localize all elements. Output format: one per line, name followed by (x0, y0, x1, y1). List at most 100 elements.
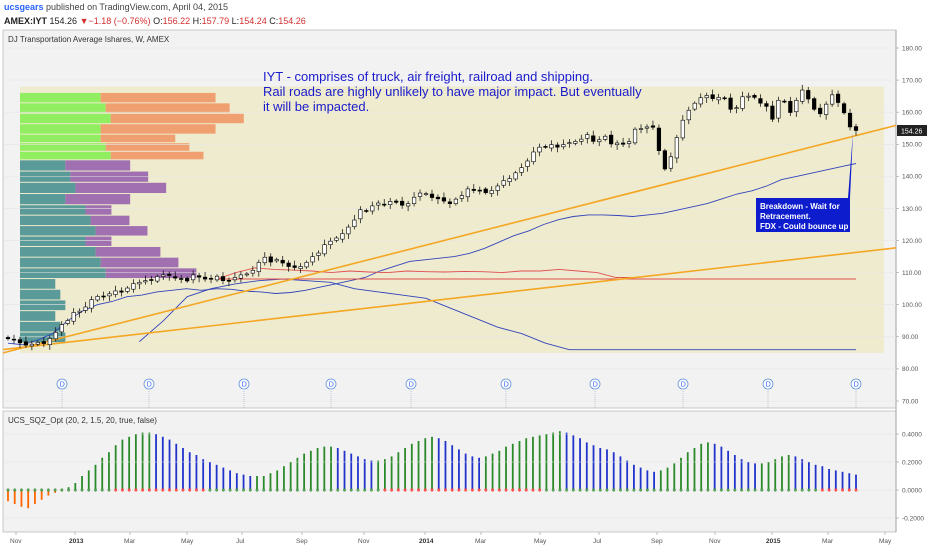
volume-profile-bar (20, 134, 101, 143)
candle-body (77, 310, 82, 313)
candle-body (232, 277, 238, 281)
candle-body (447, 201, 453, 204)
squeeze-axis: 0.4000 0.2000 0.0000 -0.2000 (3, 431, 924, 522)
candle-body (847, 112, 853, 128)
candle-body (543, 146, 548, 148)
price-tick-label: 70.00 (902, 398, 919, 405)
dividend-icon (762, 378, 774, 390)
candle-body (155, 276, 160, 282)
candle-body (376, 202, 381, 206)
volume-profile-bar (20, 124, 101, 134)
volume-profile-bar (20, 143, 106, 151)
time-axis: Nov 2013 Mar May Jul Sep Nov 2014 Mar May Jul Sep No… (10, 532, 892, 545)
volume-profile-bar (70, 171, 149, 182)
indicator-pane[interactable] (2, 410, 897, 533)
candle-body (429, 193, 435, 198)
volume-profile-bar (65, 160, 131, 171)
candle-body (812, 98, 817, 110)
volume-profile-bar (20, 289, 61, 300)
annotation-line-3: it will be impacted. (263, 99, 369, 114)
candle-body (5, 337, 11, 340)
open-label: O: (153, 16, 163, 26)
candle-body (471, 188, 476, 191)
dividend-icon (589, 378, 601, 390)
squeeze-tick-label: -0.2000 (902, 515, 924, 522)
candle-body (800, 89, 805, 102)
published-line: ucsgears published on TradingView.com, A… (4, 2, 228, 12)
dividend-label: D (593, 382, 598, 389)
candle-body (340, 233, 345, 240)
candle-body (716, 97, 721, 101)
time-tick-label: Nov (358, 538, 370, 545)
time-tick-label: Nov (709, 538, 721, 545)
change-arrow-icon: ▼ (79, 16, 89, 26)
upper-band-line (7, 163, 857, 346)
candle-body (179, 278, 184, 280)
time-tick-label: Mar (822, 538, 834, 545)
price-tick-label: 110.00 (902, 270, 922, 277)
candle-body (644, 126, 650, 129)
time-tick-label: 2014 (419, 538, 434, 545)
close-value: 154.26 (278, 16, 306, 26)
candle-body (764, 103, 769, 107)
time-tick-label: May (534, 538, 547, 545)
candle-body (280, 259, 285, 264)
candle-body (567, 142, 572, 144)
candle-body (740, 96, 745, 109)
time-tick-label: Mar (475, 538, 487, 545)
volume-profile-bar (20, 113, 111, 124)
symbol-label[interactable]: AMEX:IYT (4, 16, 48, 26)
candle-body (621, 142, 626, 145)
volume-profile-bar (65, 194, 131, 205)
dividend-label: D (409, 382, 414, 389)
close-label: C: (269, 16, 279, 26)
volume-profile-bar (110, 151, 204, 160)
candle-body (53, 332, 58, 340)
volume-profile-bar (95, 226, 148, 236)
candle-body (29, 343, 34, 347)
time-tick-label: Nov (10, 538, 22, 545)
price-tick-label: 170.00 (902, 77, 922, 84)
trendline-2 (2, 247, 897, 351)
candles-layer (5, 84, 859, 351)
candle-body (680, 119, 685, 139)
candle-body (853, 126, 859, 131)
breakdown-callout[interactable]: Breakdown - Wait for Retracement. FDX - … (756, 132, 853, 232)
symbol-line: AMEX:IYT 154.26 ▼−1.18 (−0.76%) O:156.22… (4, 16, 306, 26)
candle-body (137, 281, 142, 285)
author-link[interactable]: ucsgears (4, 2, 44, 12)
volume-profile-bar (20, 151, 111, 160)
volume-profile-bar (20, 311, 56, 321)
candle-body (686, 109, 691, 121)
candle-body (238, 274, 243, 279)
candle-body (262, 256, 267, 264)
indicator-title: UCS_SQZ_Opt (20, 2, 1.5, 20, true, false… (8, 416, 157, 425)
candle-body (328, 240, 333, 246)
price-tick-label: 100.00 (902, 302, 922, 309)
volume-profile-bar (20, 215, 91, 226)
callout-line-1: Breakdown - Wait for (760, 202, 840, 211)
volume-profile-bar (20, 92, 101, 103)
volume-profile-bar (100, 92, 216, 103)
annotation-line-2: Rail roads are highly unlikely to have m… (263, 84, 642, 99)
candle-body (818, 107, 823, 115)
time-tick-label: 2013 (69, 538, 84, 545)
dividend-label: D (854, 382, 859, 389)
candle-body (292, 265, 297, 268)
published-text: published on TradingView.com, April 04, … (43, 2, 228, 12)
volume-profile-bar (100, 134, 176, 143)
candle-body (662, 150, 667, 170)
candle-body (483, 188, 488, 194)
candle-body (11, 338, 17, 341)
volume-profile-bar (85, 205, 112, 215)
volume-profile-bar (20, 194, 66, 205)
candle-body (603, 135, 608, 140)
price-tick-label: 80.00 (902, 366, 919, 373)
high-label: H: (192, 16, 202, 26)
dividend-icon (677, 378, 689, 390)
volume-profile-bar (105, 268, 197, 279)
price-tick-label: 160.00 (902, 109, 922, 116)
candle-body (752, 95, 757, 98)
dividend-label: D (242, 382, 247, 389)
